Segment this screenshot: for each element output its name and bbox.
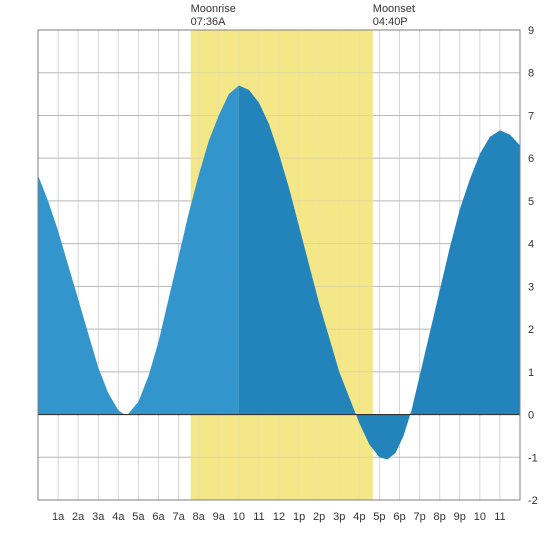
x-tick-label: 2a (72, 511, 85, 523)
chart-svg: -2-101234567891a2a3a4a5a6a7a8a9a1011121p… (0, 0, 550, 550)
x-tick-label: 5a (132, 511, 145, 523)
x-tick-label: 6a (152, 511, 165, 523)
y-tick-label: 7 (528, 110, 534, 122)
x-tick-label: 12 (273, 511, 285, 523)
x-tick-label: 4a (112, 511, 125, 523)
moonrise-time: 07:36A (191, 16, 227, 28)
x-tick-label: 10 (474, 511, 486, 523)
y-tick-label: -1 (528, 452, 538, 464)
y-tick-label: 0 (528, 410, 534, 422)
y-tick-label: 4 (528, 239, 534, 251)
y-tick-label: 6 (528, 153, 534, 165)
x-tick-label: 6p (393, 511, 405, 523)
x-tick-label: 10 (233, 511, 245, 523)
y-tick-label: 2 (528, 324, 534, 336)
x-tick-label: 3p (333, 511, 345, 523)
x-tick-label: 8a (193, 511, 206, 523)
y-tick-label: 9 (528, 25, 534, 37)
x-tick-label: 1p (293, 511, 305, 523)
tide-chart: -2-101234567891a2a3a4a5a6a7a8a9a1011121p… (0, 0, 550, 550)
x-tick-label: 7a (172, 511, 185, 523)
x-tick-label: 7p (413, 511, 425, 523)
x-tick-label: 9p (454, 511, 466, 523)
y-tick-label: 1 (528, 367, 534, 379)
x-tick-label: 8p (434, 511, 446, 523)
x-tick-label: 11 (253, 511, 264, 523)
x-tick-label: 9a (213, 511, 226, 523)
moonset-title: Moonset (373, 3, 415, 15)
x-tick-label: 11 (494, 511, 505, 523)
moonrise-title: Moonrise (191, 3, 236, 15)
y-tick-label: 3 (528, 281, 534, 293)
x-tick-label: 1a (52, 511, 65, 523)
x-tick-label: 2p (313, 511, 325, 523)
y-tick-label: 8 (528, 68, 534, 80)
y-tick-label: 5 (528, 196, 534, 208)
moonset-time: 04:40P (373, 16, 408, 28)
x-tick-label: 3a (92, 511, 105, 523)
x-tick-label: 4p (353, 511, 365, 523)
y-tick-label: -2 (528, 495, 538, 507)
x-tick-label: 5p (373, 511, 385, 523)
